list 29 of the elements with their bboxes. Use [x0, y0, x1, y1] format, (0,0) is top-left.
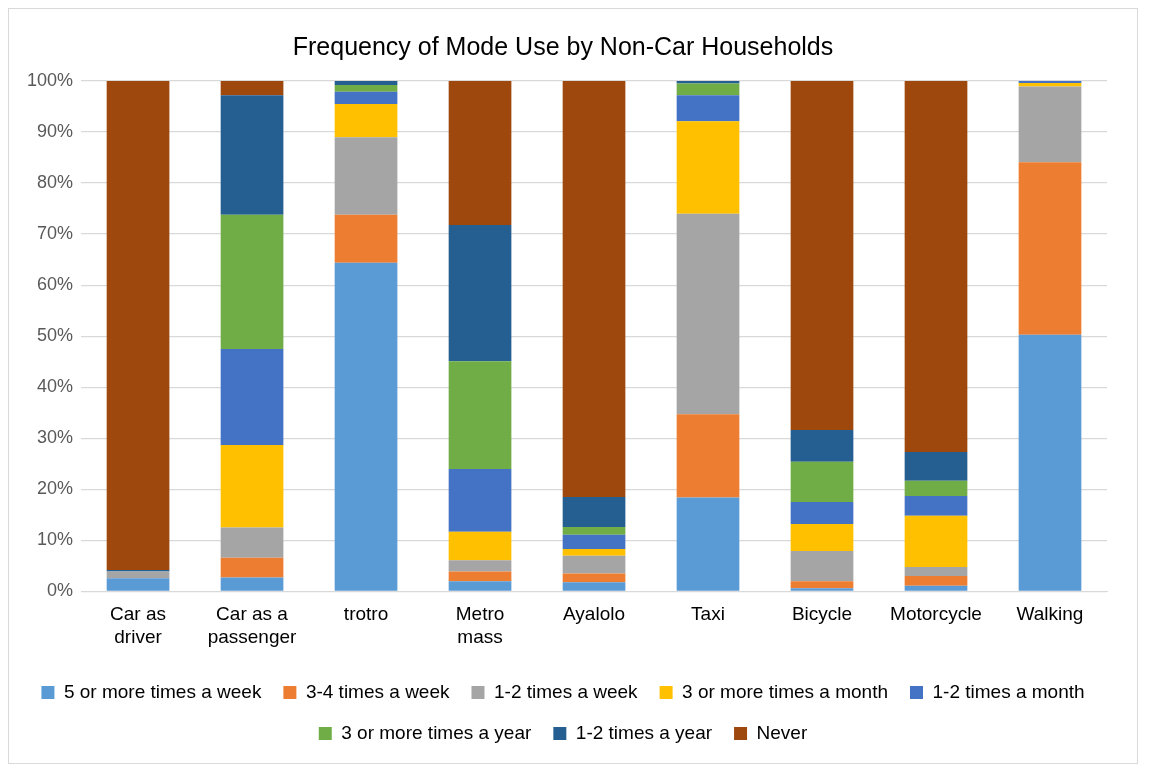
legend-label: 1-2 times a week	[493, 680, 639, 702]
y-tick-label: 90%	[37, 121, 74, 142]
y-tick-label: 30%	[37, 427, 74, 448]
legend-label: 1-2 times a year	[575, 721, 713, 743]
x-tick-label: Car as a passenger	[207, 603, 298, 647]
x-tick-label: Bicycle	[791, 603, 853, 625]
x-tick-label: trotro	[343, 603, 389, 625]
legend-label: 5 or more times a week	[63, 680, 262, 702]
x-tick-label: Metro mass	[455, 603, 505, 647]
x-tick-label: Ayalolo	[563, 603, 626, 625]
legend-label: 1-2 times a month	[932, 680, 1085, 702]
y-tick-label: 70%	[37, 223, 74, 244]
legend-label: Never	[756, 721, 808, 743]
y-tick-label: 20%	[37, 478, 74, 499]
x-tick-label: Walking	[1016, 603, 1084, 625]
legend-label: 3-4 times a week	[305, 680, 450, 702]
x-tick-label: Motorcycle	[890, 603, 982, 625]
y-tick-label: 10%	[37, 529, 74, 550]
y-tick-label: 80%	[37, 172, 74, 193]
y-tick-label: 50%	[37, 325, 74, 346]
x-tick-label: Car as driver	[110, 603, 167, 647]
x-tick-label: Taxi	[691, 603, 725, 625]
legend-label: 3 or more times a year	[341, 721, 532, 743]
y-tick-label: 40%	[37, 376, 74, 397]
y-tick-label: 60%	[37, 274, 74, 295]
y-tick-label: 0%	[47, 580, 74, 601]
chart-title: Frequency of Mode Use by Non-Car Households	[292, 31, 834, 60]
y-tick-label: 100%	[26, 69, 74, 90]
legend-label: 3 or more times a month	[682, 680, 889, 702]
